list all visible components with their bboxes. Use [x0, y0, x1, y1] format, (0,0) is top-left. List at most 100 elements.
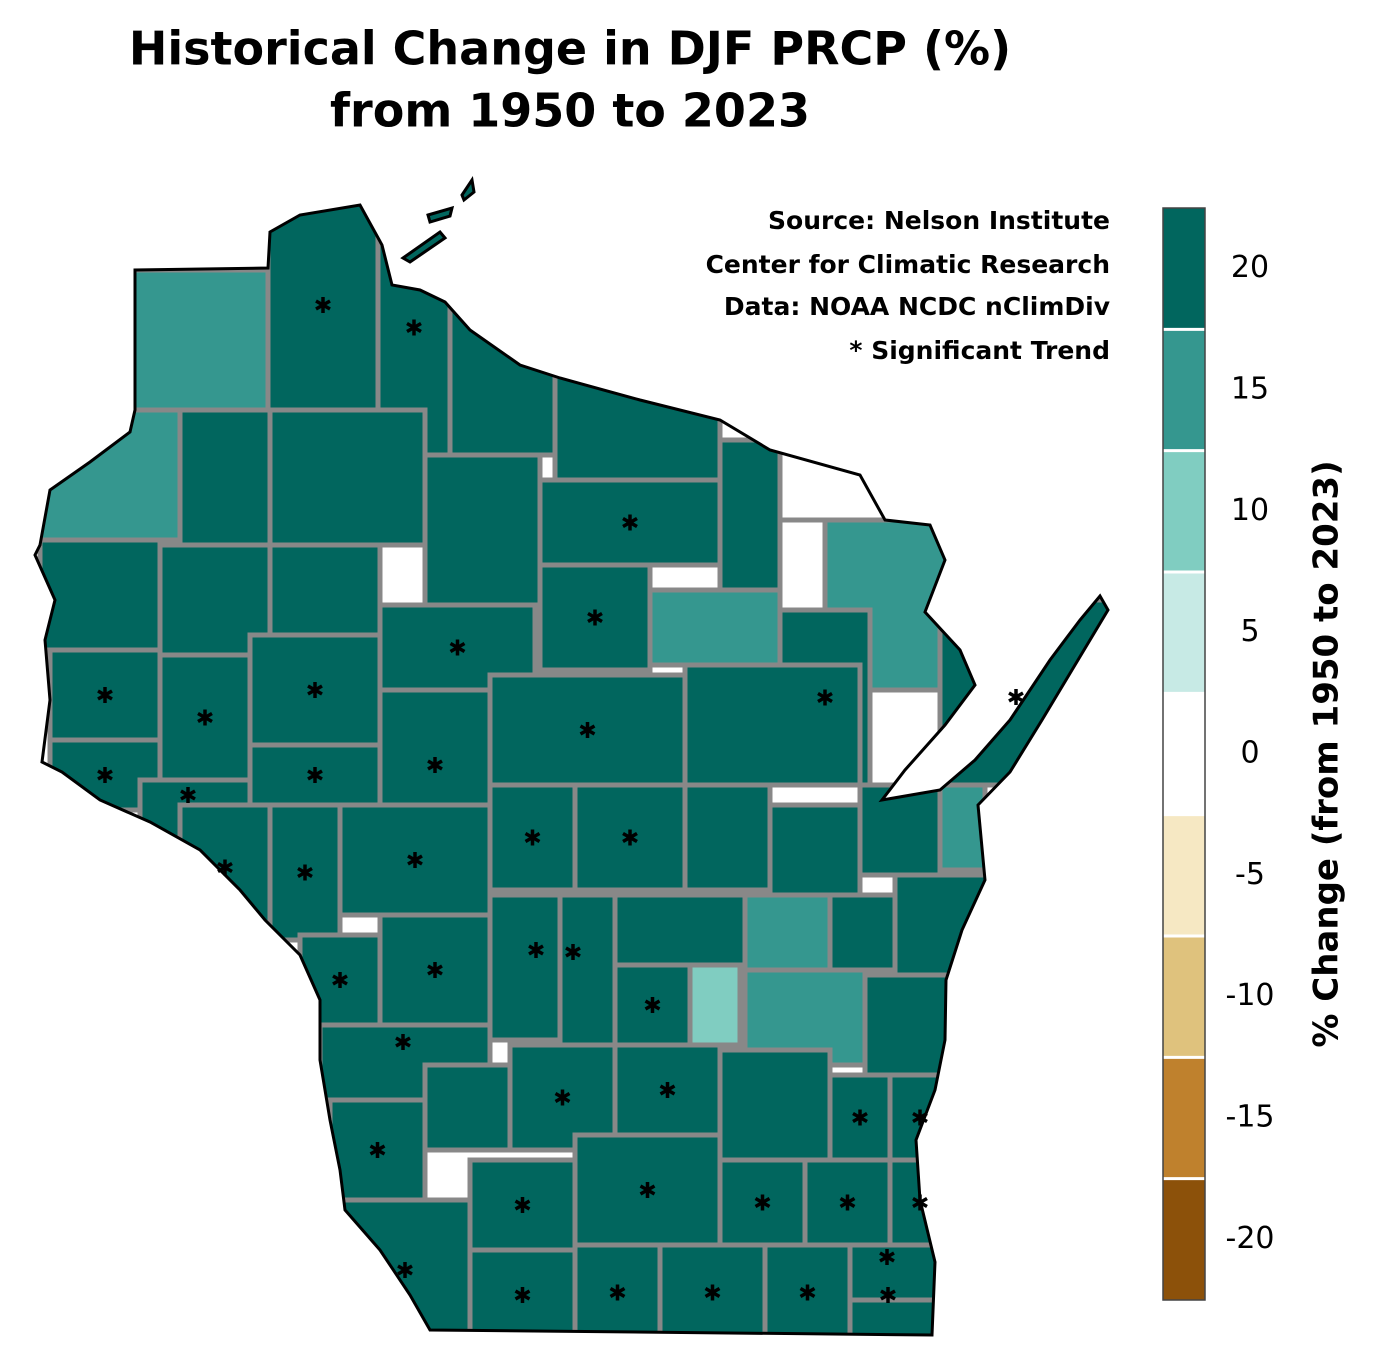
significance-marker — [528, 942, 544, 958]
colorbar: -20 -15 -10 -5 0 5 10 15 20 — [1162, 207, 1275, 1301]
significance-marker — [639, 1182, 656, 1198]
region — [777, 437, 888, 523]
significance-marker — [1008, 689, 1024, 705]
region — [422, 1062, 513, 1153]
colorbar-bin — [1163, 450, 1205, 572]
significance-marker — [514, 1287, 531, 1303]
significance-marker — [704, 1284, 721, 1301]
region — [857, 782, 943, 878]
region — [557, 892, 618, 1053]
significance-marker — [524, 829, 541, 846]
significance-marker — [97, 687, 113, 703]
colorbar-tick-label: 5 — [1240, 614, 1259, 649]
legend-note: * Significant Trend — [849, 336, 1110, 365]
island — [400, 176, 476, 264]
colorbar-label: % Change (from 1950 to 2023) — [1307, 460, 1347, 1047]
source-note: Source: Nelson Institute — [768, 206, 1110, 235]
significance-marker — [97, 767, 113, 783]
source-note: Data: NOAA NCDC nClimDiv — [724, 292, 1110, 321]
colorbar-bin — [1163, 693, 1205, 815]
significance-marker — [406, 319, 422, 336]
region — [862, 972, 953, 1078]
colorbar-tick-label: -10 — [1226, 978, 1275, 1013]
region — [682, 662, 863, 788]
significance-marker — [217, 859, 233, 876]
colorbar-tick-label: 10 — [1231, 493, 1269, 528]
colorbar-bin — [1163, 329, 1205, 451]
colorbar-tick-label: 0 — [1240, 736, 1259, 771]
source-note: Center for Climatic Research — [706, 250, 1110, 279]
significance-marker — [197, 709, 213, 726]
colorbar-bin — [1163, 208, 1205, 330]
region — [827, 892, 898, 973]
significance-marker — [799, 1284, 816, 1301]
colorbar-bin — [1163, 1057, 1205, 1179]
region — [422, 452, 543, 608]
significance-marker — [369, 1142, 386, 1158]
significance-marker — [395, 1034, 411, 1050]
significance-marker — [315, 297, 331, 313]
significance-marker — [912, 1194, 928, 1211]
significance-marker — [307, 682, 323, 698]
region — [937, 782, 988, 873]
region — [552, 367, 723, 483]
significance-marker — [180, 787, 196, 803]
significance-marker — [622, 829, 638, 846]
colorbar-tick-label: -5 — [1235, 857, 1265, 892]
significance-marker — [307, 767, 323, 783]
region — [37, 267, 271, 413]
significance-marker — [427, 962, 443, 978]
region — [487, 892, 563, 1043]
significance-marker — [565, 944, 581, 960]
significance-marker — [407, 852, 423, 868]
significance-marker — [880, 1287, 896, 1303]
significance-marker — [449, 639, 466, 656]
region — [267, 542, 383, 638]
colorbar-frame — [1162, 207, 1206, 1301]
colorbar-bin — [1163, 572, 1205, 694]
significance-marker — [579, 722, 596, 738]
significance-marker — [879, 1249, 895, 1265]
significance-marker — [912, 1109, 928, 1126]
significance-marker — [587, 609, 603, 626]
region — [937, 597, 1108, 788]
title: Historical Change in DJF PRCP (%) — [129, 22, 1011, 76]
colorbar-bin — [1163, 936, 1205, 1058]
region — [717, 437, 783, 608]
colorbar-tick-label: 15 — [1231, 372, 1269, 407]
colorbar-bin — [1163, 814, 1205, 936]
region — [647, 587, 783, 668]
significance-marker — [659, 1082, 676, 1098]
region — [37, 407, 183, 543]
significance-marker — [397, 1262, 413, 1278]
colorbar-bin — [1163, 1178, 1205, 1300]
region — [687, 962, 743, 1048]
region — [267, 407, 428, 548]
significance-marker — [754, 1194, 771, 1211]
significance-marker — [554, 1089, 571, 1106]
significance-marker — [427, 757, 443, 773]
significance-marker — [609, 1284, 626, 1301]
significance-marker — [514, 1197, 531, 1213]
significance-marker — [622, 514, 638, 531]
region — [742, 892, 833, 973]
significance-marker — [644, 997, 661, 1013]
colorbar-tick-label: 20 — [1231, 250, 1269, 285]
significance-marker — [332, 972, 348, 988]
colorbar-tick-label: -15 — [1226, 1100, 1275, 1135]
region — [37, 537, 163, 653]
significance-marker — [817, 689, 833, 706]
marker-layer — [97, 297, 1024, 1303]
region-layer — [37, 205, 1108, 1335]
region — [612, 892, 748, 968]
region — [682, 782, 773, 893]
title: from 1950 to 2023 — [330, 84, 810, 138]
region — [767, 802, 863, 898]
significance-marker — [852, 1109, 868, 1126]
significance-marker — [839, 1194, 856, 1211]
significance-marker — [297, 864, 313, 881]
region — [717, 1047, 833, 1163]
colorbar-tick-label: -20 — [1226, 1221, 1275, 1256]
region — [177, 407, 273, 548]
